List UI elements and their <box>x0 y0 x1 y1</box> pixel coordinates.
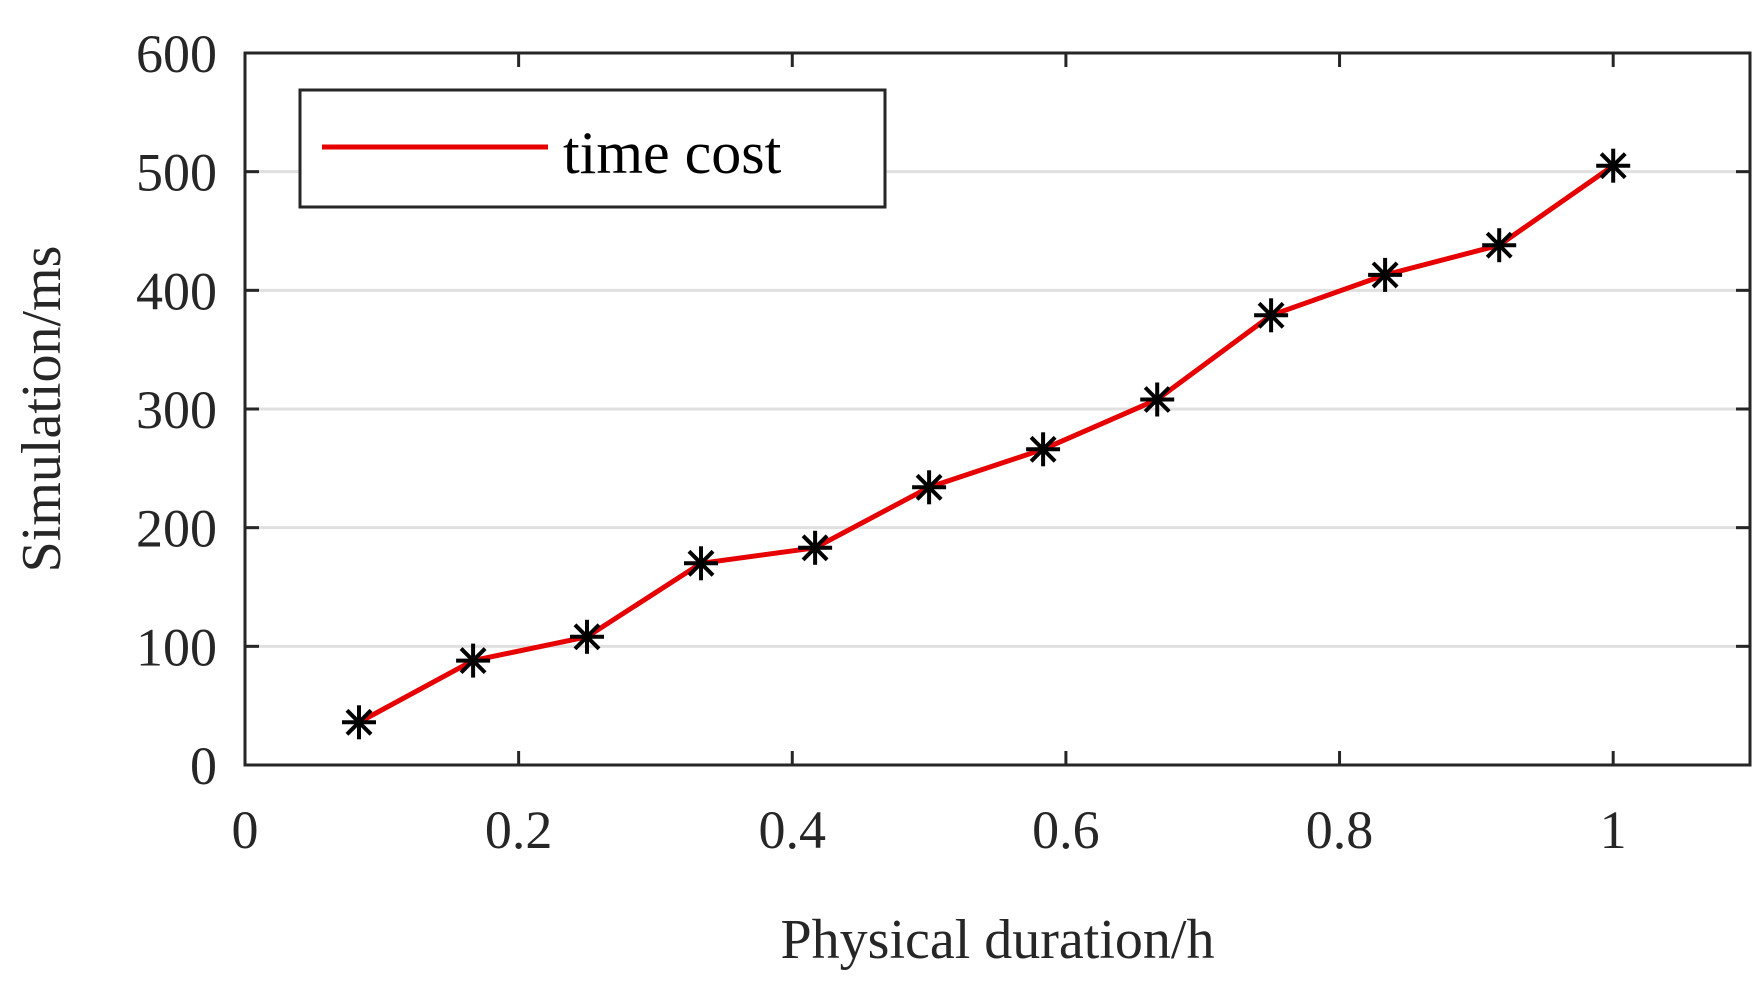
x-axis-title: Physical duration/h <box>781 909 1215 971</box>
asterisk-stroke <box>1029 435 1057 463</box>
y-axis-title: Simulation/ms <box>11 246 73 573</box>
data-point-marker <box>1596 148 1631 183</box>
grid-lines <box>245 170 1750 648</box>
data-point-marker <box>456 643 491 678</box>
axis-ticks <box>243 51 1750 767</box>
asterisk-stroke <box>1599 152 1627 180</box>
y-tick-label: 300 <box>136 380 217 440</box>
legend: time cost <box>298 88 887 209</box>
data-point-marker <box>1368 257 1403 292</box>
asterisk-stroke <box>1485 231 1513 259</box>
data-point-marker <box>912 470 947 505</box>
y-tick-label: 200 <box>136 499 217 559</box>
y-tick-label: 0 <box>190 736 217 796</box>
y-tick-label: 100 <box>136 617 217 677</box>
asterisk-stroke <box>1143 386 1171 413</box>
series-line <box>357 163 1615 725</box>
y-tick-label: 500 <box>136 143 217 203</box>
data-point-marker <box>1026 432 1061 467</box>
y-tick-label: 400 <box>136 261 217 321</box>
asterisk-stroke <box>345 708 373 736</box>
asterisk-stroke <box>573 623 601 651</box>
data-point-marker <box>1140 382 1175 417</box>
tick-labels: 0 100 200 300 400 500 600 0 0.2 0.4 0.6 0.8 1 <box>136 24 1627 860</box>
x-tick-label: 0.2 <box>485 800 553 860</box>
y-tick-label: 600 <box>136 24 217 84</box>
legend-label: time cost <box>563 120 782 186</box>
asterisk-stroke <box>915 473 943 501</box>
x-tick-label: 0.4 <box>759 800 827 860</box>
data-point-marker <box>342 705 376 740</box>
asterisk-stroke <box>801 534 829 562</box>
x-tick-label: 0.6 <box>1032 800 1100 860</box>
asterisk-stroke <box>459 647 487 675</box>
asterisk-stroke <box>1257 301 1285 329</box>
series-layer <box>342 148 1631 740</box>
data-point-marker <box>798 530 833 565</box>
data-point-marker <box>570 619 604 654</box>
x-tick-label: 0 <box>232 800 259 860</box>
x-tick-label: 1 <box>1600 800 1627 860</box>
asterisk-stroke <box>1371 261 1399 289</box>
data-point-marker <box>684 546 718 581</box>
data-point-marker <box>1254 298 1289 333</box>
x-tick-label: 0.8 <box>1306 800 1374 860</box>
asterisk-stroke <box>687 549 715 577</box>
data-point-marker <box>1482 228 1517 263</box>
